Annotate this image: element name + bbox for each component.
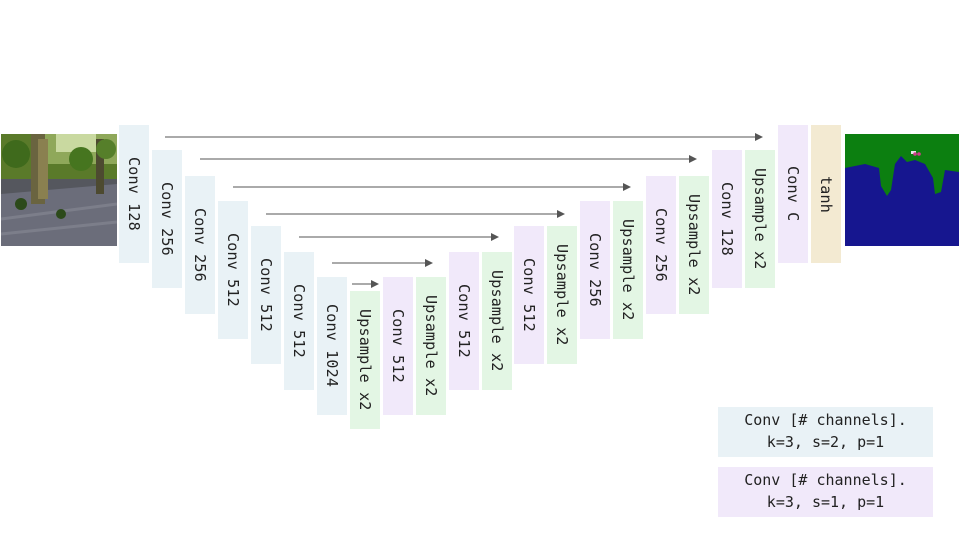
encoder-block-1: Conv 128: [119, 125, 149, 263]
block-label: Conv 512: [389, 309, 407, 383]
encoder-block-2: Conv 256: [152, 150, 182, 288]
block-label: Conv 512: [455, 284, 473, 358]
block-label: Conv 512: [290, 284, 308, 358]
block-label: Conv 256: [191, 208, 209, 282]
block-label: Conv 128: [125, 157, 143, 231]
block-label: Upsample x2: [619, 219, 637, 321]
block-label: Conv C: [784, 166, 802, 222]
block-label: Upsample x2: [356, 309, 374, 411]
block-label: tanh: [817, 175, 835, 213]
upsample-block-6: Upsample x2: [679, 176, 709, 314]
decoder-block-6: Conv 128: [712, 150, 742, 288]
decoder-block-3: Conv 512: [514, 226, 544, 364]
tanh-block: tanh: [811, 125, 841, 263]
block-label: Upsample x2: [751, 168, 769, 270]
upsample-block-1: Upsample x2: [350, 291, 380, 429]
decoder-block-1: Conv 512: [383, 277, 413, 415]
legend-stride1: Conv [# channels]. k=3, s=1, p=1: [718, 467, 933, 517]
block-label: Upsample x2: [553, 244, 571, 346]
block-label: Conv 256: [652, 208, 670, 282]
encoder-block-6: Conv 512: [284, 252, 314, 390]
upsample-block-2: Upsample x2: [416, 277, 446, 415]
upsample-block-3: Upsample x2: [482, 252, 512, 390]
legend-stride2: Conv [# channels]. k=3, s=2, p=1: [718, 407, 933, 457]
upsample-block-5: Upsample x2: [613, 201, 643, 339]
decoder-block-2: Conv 512: [449, 252, 479, 390]
block-label: Conv 512: [520, 258, 538, 332]
decoder-block-5: Conv 256: [646, 176, 676, 314]
block-label: Conv 1024: [323, 304, 341, 388]
segmentation-map: [845, 134, 959, 246]
encoder-block-5: Conv 512: [251, 226, 281, 364]
upsample-block-7: Upsample x2: [745, 150, 775, 288]
encoder-block-4: Conv 512: [218, 201, 248, 339]
input-photo: [1, 134, 117, 246]
final-conv-block: Conv C: [778, 125, 808, 263]
block-label: Upsample x2: [422, 295, 440, 397]
block-label: Upsample x2: [685, 194, 703, 296]
block-label: Conv 512: [224, 233, 242, 307]
bottleneck-block: Conv 1024: [317, 277, 347, 415]
block-label: Conv 256: [158, 182, 176, 256]
legend-stride2-text: Conv [# channels]. k=3, s=2, p=1: [744, 411, 907, 451]
block-label: Upsample x2: [488, 270, 506, 372]
block-label: Conv 128: [718, 182, 736, 256]
decoder-block-4: Conv 256: [580, 201, 610, 339]
legend-stride1-text: Conv [# channels]. k=3, s=1, p=1: [744, 471, 907, 511]
block-label: Conv 256: [586, 233, 604, 307]
encoder-block-3: Conv 256: [185, 176, 215, 314]
upsample-block-4: Upsample x2: [547, 226, 577, 364]
block-label: Conv 512: [257, 258, 275, 332]
